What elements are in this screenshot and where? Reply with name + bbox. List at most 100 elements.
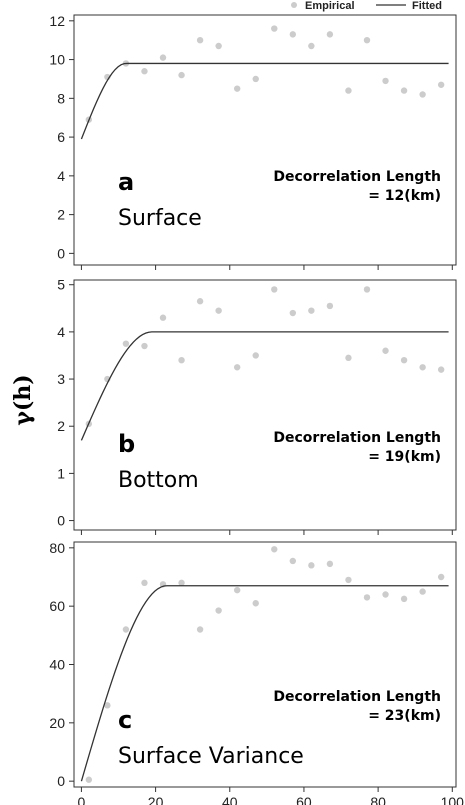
panel-b-y-tick-label: 2 — [57, 418, 65, 434]
panel-b-decorrelation-label: Decorrelation Length — [273, 430, 441, 446]
legend-empirical-label: Empirical — [305, 0, 355, 12]
panel-c-y-tick-label: 0 — [57, 773, 65, 789]
panel-a-empirical-point — [289, 31, 297, 38]
panel-b-empirical-point — [308, 307, 315, 314]
panel-b-empirical-point — [196, 298, 204, 305]
panel-c-empirical-point — [141, 579, 148, 587]
panel-b-y-tick-label: 3 — [57, 371, 65, 387]
panel-b-empirical-point — [271, 286, 278, 293]
panel-a-x-ticks — [80, 265, 453, 270]
panel-a-empirical-point — [363, 36, 371, 44]
panel-b-y-tick-label: 0 — [57, 513, 65, 529]
panel-c-y-tick-label: 20 — [49, 715, 65, 731]
panel-c-empirical-point — [252, 600, 259, 607]
panel-a-empirical-point — [178, 71, 185, 79]
panel-c-x-tick-label: 0 — [78, 794, 86, 805]
panel-c: 0 20 40 60 80 0 20 40 60 80 100 c Surface Varianc… — [49, 540, 464, 805]
panel-a-y-tick-label: 4 — [57, 168, 65, 184]
panel-b-y-tick-label: 4 — [57, 324, 65, 340]
panel-a-empirical-point — [215, 42, 222, 50]
panel-c-x-tick-label: 20 — [148, 794, 164, 805]
panel-b-y-ticks: 0 1 2 3 4 5 — [57, 277, 74, 529]
panel-a-empirical-point — [326, 31, 334, 38]
panel-b-empirical-point — [215, 307, 222, 314]
panel-c-x-tick-label: 40 — [222, 794, 238, 805]
panel-c-x-tick-label: 80 — [370, 794, 386, 805]
panel-a-empirical-points — [85, 25, 445, 123]
panel-b-empirical-point — [400, 356, 408, 364]
panel-a-empirical-point — [233, 85, 241, 92]
panel-a-empirical-point — [308, 42, 315, 50]
panel-c-empirical-point — [345, 576, 352, 584]
panel-a-y-tick-label: 6 — [57, 129, 65, 145]
panel-c-x-ticks: 0 20 40 60 80 100 — [78, 787, 465, 805]
panel-c-empirical-point — [233, 586, 241, 594]
panel-a-empirical-point — [271, 25, 278, 32]
panel-b-empirical-point — [382, 347, 389, 354]
panel-c-empirical-point — [308, 562, 315, 569]
panel-c-x-tick-label: 100 — [441, 794, 465, 805]
panel-c-empirical-point — [122, 626, 130, 633]
panel-b-empirical-point — [233, 364, 241, 371]
shared-y-axis-label: γ(h) — [10, 374, 36, 425]
panel-a-fitted-curve — [80, 62, 449, 140]
panel-c-empirical-point — [196, 626, 204, 633]
panel-a-letter: a — [118, 168, 134, 196]
panel-c-empirical-point — [382, 591, 389, 598]
panel-c-empirical-point — [363, 594, 371, 601]
panel-b-empirical-point — [419, 364, 426, 371]
panel-b-empirical-point — [437, 366, 445, 373]
panel-b-empirical-points — [85, 286, 445, 428]
panel-a-y-tick-label: 2 — [57, 207, 65, 223]
panel-b-decorrelation-value: = 19(km) — [368, 449, 441, 465]
panel-a-empirical-point — [400, 87, 408, 94]
panel-c-name: Surface Variance — [118, 744, 304, 769]
panel-c-decorrelation-label: Decorrelation Length — [273, 689, 441, 705]
panel-b: 0 1 2 3 4 5 b Bottom Decorrelation Length = 1… — [57, 277, 457, 535]
panel-a-empirical-point — [252, 75, 259, 83]
panel-b-letter: b — [118, 430, 135, 458]
panel-c-y-ticks: 0 20 40 60 80 — [49, 540, 74, 789]
panel-b-y-tick-label: 5 — [57, 277, 65, 293]
panel-b-x-ticks — [80, 530, 453, 535]
panel-a-y-ticks: 0 2 4 6 8 10 12 — [49, 13, 74, 261]
panel-a-empirical-point — [159, 54, 167, 61]
panel-a-decorrelation-value: = 12(km) — [368, 188, 441, 204]
panel-c-empirical-point — [289, 557, 297, 565]
panel-c-empirical-point — [85, 776, 93, 783]
panel-c-empirical-point — [104, 702, 111, 709]
legend-empirical-marker — [291, 2, 297, 8]
panel-a-empirical-point — [437, 81, 445, 88]
panel-b-empirical-point — [159, 314, 167, 321]
panel-b-empirical-point — [122, 340, 130, 347]
panel-c-empirical-point — [271, 546, 278, 553]
panel-b-empirical-point — [363, 286, 371, 293]
panel-c-decorrelation-value: = 23(km) — [368, 708, 441, 724]
panel-a-empirical-point — [419, 91, 426, 98]
panel-b-empirical-point — [141, 342, 148, 350]
panel-b-y-tick-label: 1 — [57, 465, 65, 481]
legend: Empirical Fitted — [291, 0, 442, 12]
panel-b-empirical-point — [252, 352, 259, 359]
panel-c-letter: c — [118, 706, 132, 734]
panel-b-empirical-point — [326, 302, 334, 310]
panel-a-empirical-point — [345, 87, 352, 94]
panel-c-empirical-point — [437, 573, 445, 581]
panel-c-empirical-point — [326, 560, 334, 568]
panel-c-y-tick-label: 60 — [49, 598, 65, 614]
panel-b-name: Bottom — [118, 468, 199, 493]
panel-a-empirical-point — [196, 36, 204, 44]
panel-c-y-tick-label: 80 — [49, 540, 65, 556]
panel-c-x-tick-label: 60 — [296, 794, 312, 805]
panel-a-y-tick-label: 12 — [49, 13, 65, 29]
panel-a-y-tick-label: 10 — [49, 52, 65, 68]
panel-c-empirical-point — [178, 579, 185, 587]
panel-c-fitted-curve — [80, 585, 449, 782]
panel-a-name: Surface — [118, 206, 202, 231]
panel-c-empirical-point — [419, 588, 426, 595]
panel-b-empirical-point — [178, 356, 185, 364]
panel-b-frame — [73, 279, 457, 531]
panel-c-empirical-points — [85, 546, 445, 783]
panel-b-fitted-curve — [80, 331, 449, 441]
